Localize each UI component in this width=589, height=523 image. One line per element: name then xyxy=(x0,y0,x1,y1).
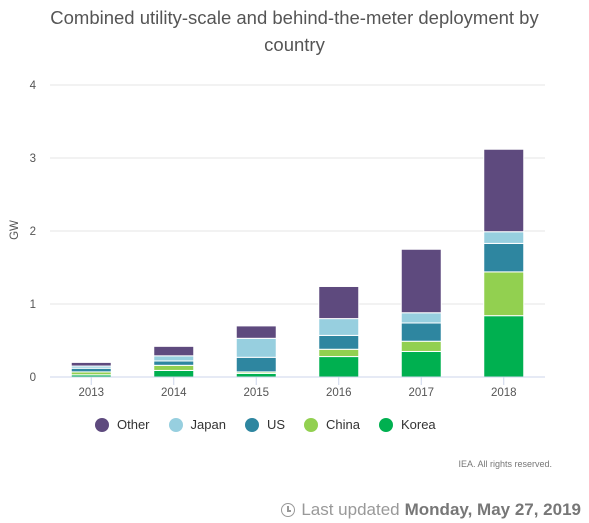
bar-japan-2017 xyxy=(400,312,442,324)
bar-other-2013 xyxy=(70,361,112,367)
bar-us-2016 xyxy=(318,334,360,350)
bar-us-2013 xyxy=(70,367,112,373)
legend-item-china[interactable]: China xyxy=(304,417,360,432)
y-tick-label: 2 xyxy=(30,226,36,238)
chart-title: Combined utility-scale and behind-the-me… xyxy=(0,4,589,58)
credits: IEA. All rights reserved. xyxy=(458,459,552,469)
bar-japan-2014 xyxy=(153,355,195,362)
bar-korea-2014 xyxy=(153,369,195,378)
bar-us-2018 xyxy=(483,242,525,273)
legend: Other Japan US China Korea xyxy=(95,417,455,432)
bar-other-2014 xyxy=(153,345,195,357)
legend-label: Other xyxy=(117,417,150,432)
y-axis-ticks: 0 1 2 3 4 xyxy=(30,80,37,384)
bars xyxy=(70,148,525,378)
y-tick-label: 4 xyxy=(30,80,37,92)
last-updated-date: Monday, May 27, 2019 xyxy=(404,500,581,519)
bar-china-2017 xyxy=(400,340,442,352)
y-axis-title: GW xyxy=(9,220,21,240)
gridlines xyxy=(50,84,545,305)
bar-other-2017 xyxy=(400,248,442,314)
legend-swatch xyxy=(95,417,109,432)
bar-china-2016 xyxy=(318,348,360,358)
x-tick-label: 2018 xyxy=(491,387,517,399)
y-tick-label: 3 xyxy=(30,153,36,165)
y-tick-label: 0 xyxy=(30,372,36,384)
x-axis: 2013 2014 2015 2016 2017 2018 xyxy=(50,376,545,399)
stacked-bar-chart: 0 1 2 3 4 2013 2014 2015 2016 2017 2018 GW xyxy=(9,80,545,399)
bar-us-2015 xyxy=(235,356,277,373)
bar-korea-2018 xyxy=(483,315,525,378)
clock-icon xyxy=(281,503,296,517)
bar-us-2017 xyxy=(400,322,442,342)
bar-other-2016 xyxy=(318,285,360,320)
bar-us-2014 xyxy=(153,360,195,366)
legend-label: Korea xyxy=(400,417,436,432)
bar-other-2018 xyxy=(483,148,525,233)
bar-japan-2015 xyxy=(235,337,277,358)
last-updated-prefix: Last updated xyxy=(301,500,400,519)
bar-japan-2016 xyxy=(318,318,360,336)
legend-swatch xyxy=(304,417,318,432)
chart-title-line-1: Combined utility-scale and behind-the-me… xyxy=(50,7,539,28)
legend-item-japan[interactable]: Japan xyxy=(168,417,226,432)
bar-japan-2018 xyxy=(483,231,525,244)
x-tick-label: 2013 xyxy=(78,387,104,399)
bar-china-2018 xyxy=(483,271,525,317)
y-tick-label: 1 xyxy=(30,299,36,311)
legend-label: Japan xyxy=(190,417,226,432)
bar-china-2014 xyxy=(153,364,195,371)
legend-swatch xyxy=(168,417,183,432)
x-tick-label: 2016 xyxy=(326,387,352,399)
bar-korea-2016 xyxy=(318,356,360,378)
bar-korea-2015 xyxy=(235,372,277,378)
legend-item-korea[interactable]: Korea xyxy=(378,417,436,432)
chart-title-line-2: country xyxy=(264,34,325,55)
legend-item-us[interactable]: US xyxy=(244,417,285,432)
legend-swatch xyxy=(378,417,393,432)
last-updated: Last updated Monday, May 27, 2019 xyxy=(281,500,581,520)
bar-korea-2017 xyxy=(400,350,442,378)
x-tick-label: 2014 xyxy=(161,387,187,399)
legend-label: US xyxy=(266,417,285,432)
legend-swatch xyxy=(244,417,259,432)
bar-other-2015 xyxy=(235,325,277,339)
legend-item-other[interactable]: Other xyxy=(95,417,150,432)
x-tick-label: 2015 xyxy=(243,387,269,399)
legend-label: China xyxy=(326,417,360,432)
x-tick-label: 2017 xyxy=(408,387,434,399)
